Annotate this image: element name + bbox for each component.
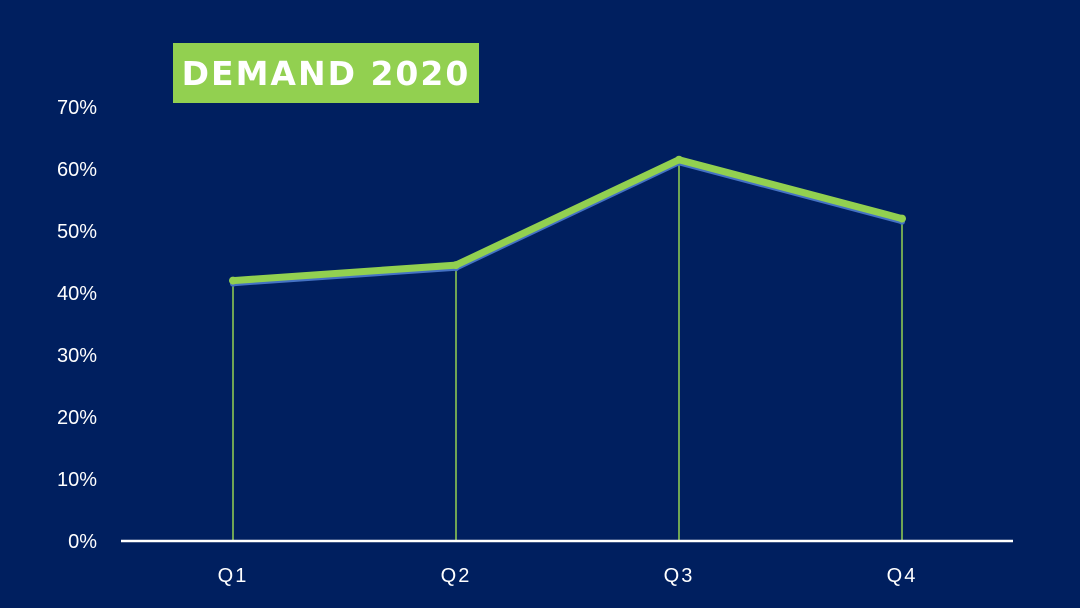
series-lines	[229, 155, 906, 287]
chart-title: DEMAND 2020	[181, 53, 471, 93]
y-tick-label: 0%	[68, 531, 97, 553]
data-point	[898, 214, 906, 223]
data-point	[229, 276, 237, 285]
chart-title-box: DEMAND 2020	[173, 43, 479, 103]
x-tick-label: Q4	[887, 565, 918, 587]
drop-lines	[232, 159, 903, 541]
data-point	[452, 261, 460, 270]
y-tick-label: 40%	[57, 283, 97, 305]
y-tick-label: 30%	[57, 345, 97, 367]
y-axis-tick-labels: 0% 10% 20% 30% 40% 50% 60% 70%	[57, 97, 97, 553]
y-tick-label: 60%	[57, 159, 97, 181]
y-tick-label: 50%	[57, 221, 97, 243]
y-tick-label: 70%	[57, 97, 97, 119]
x-tick-label: Q1	[218, 565, 249, 587]
x-tick-label: Q3	[664, 565, 695, 587]
data-point	[675, 155, 683, 164]
y-tick-label: 20%	[57, 407, 97, 429]
series-line	[229, 156, 906, 285]
x-axis-tick-labels: Q1 Q2 Q3 Q4	[218, 565, 918, 587]
series-line	[230, 160, 905, 287]
y-tick-label: 10%	[57, 469, 97, 491]
x-tick-label: Q2	[441, 565, 472, 587]
